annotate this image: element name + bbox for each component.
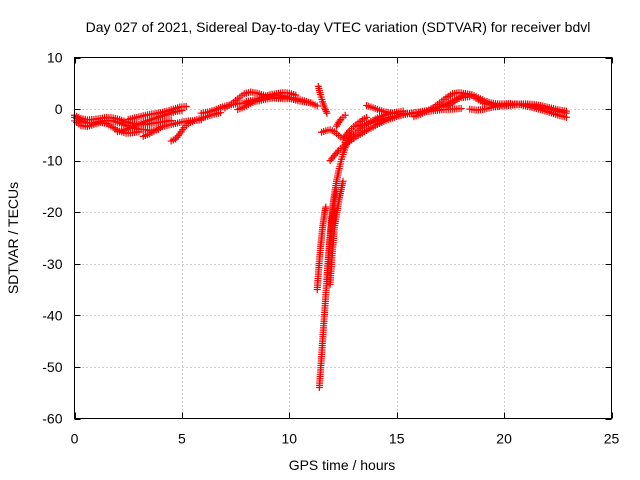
x-axis-label: GPS time / hours (289, 457, 396, 473)
data-point (313, 102, 321, 110)
data-point (363, 113, 371, 121)
x-tick-label: 25 (604, 431, 620, 447)
data-point (182, 102, 190, 110)
y-tick-label: 0 (55, 101, 63, 117)
data-points (71, 82, 570, 392)
tick-labels: 0 5 10 15 20 25 10 0 -10 -20 -30 -40 -50 -60 (42, 50, 619, 447)
y-tick-label: -40 (42, 307, 62, 323)
data-point (174, 132, 182, 140)
x-tick-label: 20 (496, 431, 512, 447)
grid-lines (74, 57, 612, 419)
y-tick-label: 10 (47, 50, 63, 66)
x-tick-label: 5 (178, 431, 186, 447)
data-point (135, 128, 143, 136)
data-point (322, 107, 330, 115)
x-tick-label: 15 (389, 431, 405, 447)
data-point (307, 99, 315, 107)
data-point (336, 117, 344, 125)
y-tick-label: -60 (42, 411, 62, 427)
x-tick-label: 0 (71, 431, 79, 447)
data-point (344, 128, 352, 136)
chart-title: Day 027 of 2021, Sidereal Day-to-day VTE… (86, 19, 591, 35)
y-tick-label: -10 (42, 153, 62, 169)
axis-ticks (74, 57, 613, 420)
y-tick-label: -30 (42, 256, 62, 272)
y-axis-label: SDTVAR / TECUs (5, 182, 21, 294)
data-point (341, 111, 349, 119)
data-point (322, 203, 330, 211)
data-point (339, 177, 347, 185)
y-tick-label: -20 (42, 204, 62, 220)
data-point (457, 105, 465, 113)
data-point (321, 106, 329, 114)
data-point (562, 107, 570, 115)
x-tick-label: 10 (282, 431, 298, 447)
data-point (333, 148, 341, 156)
plot-frame (74, 57, 612, 419)
y-tick-label: -50 (42, 359, 62, 375)
data-point (321, 104, 329, 112)
data-point (323, 109, 331, 117)
